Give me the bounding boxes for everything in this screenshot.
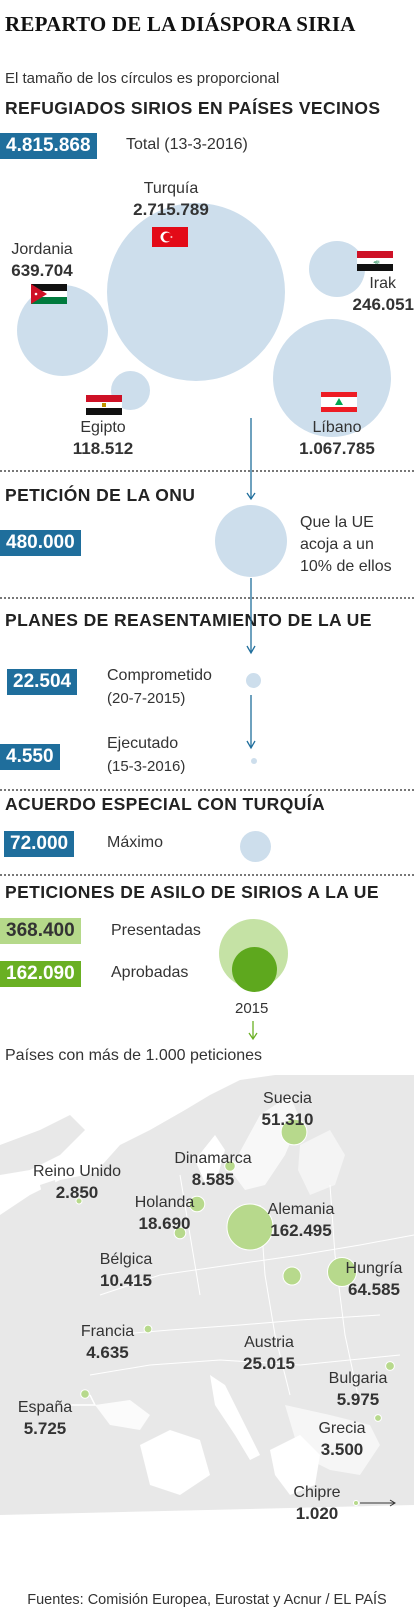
page-title: REPARTO DE LA DIÁSPORA SIRIA [5, 12, 356, 36]
bubble-reino-unido [75, 1197, 83, 1205]
arrow-down-icon [246, 578, 256, 655]
section-heading-onu: PETICIÓN DE LA ONU [5, 485, 196, 505]
label-dinamarca: Dinamarca 8.585 [174, 1150, 252, 1189]
bubble-onu [215, 505, 287, 577]
turkey-flag-icon [152, 227, 188, 247]
bubble-grecia [374, 1414, 382, 1422]
arrow-down-icon [248, 1021, 258, 1041]
jordan-flag-icon [31, 284, 67, 304]
label-grecia: Grecia 3.500 [318, 1420, 366, 1459]
label-hungria: Hungría 64.585 [345, 1260, 403, 1299]
approved-label: Aprobadas [111, 964, 189, 981]
year-label: 2015 [235, 1000, 269, 1017]
egypt-flag-icon [86, 395, 122, 415]
executed-label: Ejecutado [107, 735, 179, 752]
label-austria: Austria 25.015 [243, 1334, 295, 1373]
bubble-irak [309, 241, 365, 297]
lebanon-flag-icon [321, 392, 357, 412]
bubble-executed [251, 758, 257, 764]
bubble-austria [282, 1266, 302, 1286]
arrow-down-icon [246, 418, 256, 501]
label-alemania: Alemania 162.495 [267, 1201, 335, 1240]
committed-value-box: 22.504 [7, 669, 78, 695]
approved-value-box: 162.090 [0, 961, 81, 987]
label-turquia: Turquía 2.715.789 [133, 180, 209, 219]
section-heading-plans: PLANES DE REASENTAMIENTO DE LA UE [5, 610, 372, 630]
bubble-españa [80, 1389, 90, 1399]
subtitle: El tamaño de los círculos es proporciona… [5, 70, 280, 87]
section-heading-neighbors: REFUGIADOS SIRIOS EN PAÍSES VECINOS [5, 98, 381, 118]
bubble-suecia [280, 1118, 308, 1146]
label-reino-unido: Reino Unido 2.850 [32, 1163, 122, 1202]
total-label: Total (13-3-2016) [126, 136, 248, 153]
section-heading-turkey: ACUERDO ESPECIAL CON TURQUÍA [5, 794, 326, 814]
divider [0, 470, 414, 472]
divider [0, 874, 414, 876]
bubble-turquia [107, 203, 285, 381]
bubble-francia [143, 1324, 153, 1334]
committed-label: Comprometido [107, 667, 212, 684]
bubble-hungría [327, 1257, 357, 1287]
bubble-turkey [240, 831, 271, 862]
label-holanda: Holanda 18.690 [134, 1194, 195, 1233]
executed-value-box: 4.550 [0, 744, 60, 770]
divider [0, 789, 414, 791]
label-chipre: Chipre 1.020 [293, 1484, 341, 1523]
bubble-chipre [353, 1500, 359, 1506]
label-suecia: Suecia 51.310 [261, 1090, 314, 1129]
label-egipto: Egipto 118.512 [72, 419, 134, 458]
onu-text: Que la UE acoja a un 10% de ellos [300, 514, 392, 575]
presented-value-box: 368.400 [0, 918, 81, 944]
turkey-value-box: 72.000 [4, 831, 75, 857]
label-irak: Irak 246.051 [352, 275, 414, 314]
label-francia: Francia 4.635 [80, 1323, 135, 1362]
committed-date: (20-7-2015) [107, 690, 186, 707]
turkey-label: Máximo [107, 834, 164, 851]
bubble-libano [273, 319, 391, 437]
bubble-bulgaria [385, 1361, 395, 1371]
bubble-alemania [226, 1203, 274, 1251]
map-title: Países con más de 1.000 peticiones [5, 1047, 263, 1064]
iraq-flag-icon: ﷲ [357, 251, 393, 271]
label-belgica: Bélgica 10.415 [99, 1251, 153, 1290]
bubble-bélgica [173, 1226, 187, 1240]
total-value-box: 4.815.868 [0, 133, 97, 159]
label-bulgaria: Bulgaria 5.975 [328, 1370, 388, 1409]
onu-value-box: 480.000 [0, 530, 81, 556]
label-jordania: Jordania 639.704 [11, 241, 73, 280]
bubble-committed [246, 673, 261, 688]
bubble-dinamarca [224, 1160, 236, 1172]
arrow-down-icon [246, 695, 256, 750]
label-espana: España 5.725 [17, 1399, 73, 1438]
bubble-approved [232, 947, 277, 992]
source-note: Fuentes: Comisión Europea, Eurostat y Ac… [27, 1592, 387, 1608]
presented-label: Presentadas [111, 922, 201, 939]
label-libano: Líbano 1.067.785 [299, 419, 375, 458]
europe-map [0, 1075, 414, 1585]
section-heading-asylum: PETICIONES DE ASILO DE SIRIOS A LA UE [5, 882, 379, 902]
divider [0, 597, 414, 599]
executed-date: (15-3-2016) [107, 758, 186, 775]
bubble-holanda [188, 1195, 206, 1213]
